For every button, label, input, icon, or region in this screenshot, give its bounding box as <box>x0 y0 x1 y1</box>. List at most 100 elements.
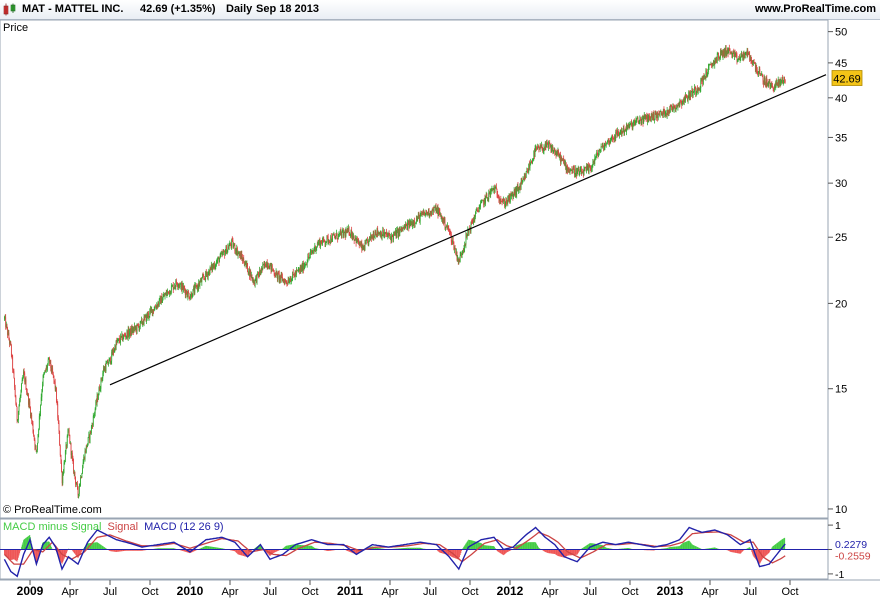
candle-body <box>326 236 328 242</box>
candle-body <box>474 216 476 221</box>
candle-body <box>583 169 585 176</box>
candle-body <box>55 387 57 389</box>
candle-body <box>245 261 247 265</box>
candle-body <box>94 408 96 414</box>
candle-body <box>106 360 108 364</box>
candle-body <box>348 227 349 231</box>
candle-body <box>61 471 63 484</box>
candle-body <box>256 276 257 283</box>
candle-body <box>12 356 14 370</box>
candle-body <box>268 265 269 269</box>
trendline[interactable] <box>109 74 827 386</box>
candle-body <box>539 149 540 150</box>
candle-body <box>612 134 613 139</box>
x-tick-label: Apr <box>221 586 238 598</box>
candle-body <box>708 64 710 67</box>
candle-body <box>553 149 555 151</box>
candle-body <box>617 130 619 135</box>
candle-body <box>364 242 366 251</box>
candle-body <box>389 236 391 238</box>
candle-body <box>393 234 394 240</box>
candle-body <box>604 144 606 147</box>
candle-body <box>209 267 211 275</box>
candle-body <box>453 241 455 250</box>
candle-body <box>629 123 631 124</box>
candle-body <box>221 252 222 254</box>
candle-body <box>637 117 639 122</box>
candle-body <box>112 349 114 355</box>
candle-body <box>186 294 188 297</box>
candle-body <box>226 249 228 254</box>
candle-body <box>570 169 572 171</box>
candle-body <box>189 296 191 300</box>
candle-body <box>483 198 485 205</box>
candle-body <box>680 102 682 104</box>
candle-body <box>601 143 603 148</box>
candle-body <box>311 252 313 254</box>
candle-body <box>488 192 490 200</box>
candle-body <box>460 253 462 256</box>
candle-body <box>559 154 561 158</box>
candle-body <box>694 87 696 89</box>
candle-body <box>636 119 638 120</box>
candle-body <box>506 202 508 204</box>
candle-body <box>339 232 340 234</box>
candle-body <box>259 270 260 277</box>
candle-body <box>394 232 396 235</box>
candle-body <box>327 236 329 243</box>
candle-body <box>332 234 334 236</box>
candle-body <box>76 483 78 485</box>
candle-body <box>516 185 518 188</box>
candle-body <box>768 81 770 83</box>
candle-body <box>15 396 17 405</box>
candle-body <box>249 268 250 277</box>
candle-body <box>523 179 525 180</box>
candle-body <box>286 282 288 284</box>
candle-body <box>59 445 61 455</box>
candle-body <box>423 211 425 214</box>
x-tick-label: Jul <box>743 586 757 598</box>
brand-link[interactable]: www.ProRealTime.com <box>754 3 876 15</box>
candle-body <box>677 105 679 108</box>
candle-body <box>664 114 666 116</box>
candle-body <box>535 147 537 149</box>
candle-body <box>407 222 408 230</box>
candle-body <box>320 240 321 247</box>
candle-body <box>41 391 43 398</box>
candle-body <box>87 437 89 444</box>
candle-body <box>542 149 544 152</box>
candle-body <box>605 144 606 147</box>
candle-body <box>760 74 761 76</box>
candle-body <box>209 270 210 275</box>
candle-body <box>33 431 35 436</box>
candle-body <box>148 313 149 318</box>
x-tick-label: Apr <box>381 586 398 598</box>
candle-body <box>237 252 239 256</box>
candle-body <box>695 88 697 94</box>
candle-body <box>296 270 297 275</box>
candle-body <box>753 60 755 63</box>
candle-body <box>391 234 393 237</box>
candle-body <box>624 130 625 133</box>
candle-body <box>714 61 716 62</box>
candle-body <box>355 237 356 240</box>
candle-body <box>586 166 588 169</box>
candle-body <box>754 63 756 71</box>
candle-body <box>336 233 338 239</box>
candle-body <box>136 324 138 332</box>
candle-body <box>690 93 692 97</box>
candle-body <box>530 161 532 163</box>
candle-body <box>382 230 384 236</box>
candle-body <box>678 102 679 106</box>
candle-body <box>498 198 500 200</box>
candle-body <box>611 134 613 139</box>
candle-body <box>96 395 98 403</box>
candle-body <box>64 462 66 463</box>
candle-body <box>493 187 495 189</box>
candle-body <box>761 74 763 77</box>
candle-body <box>415 217 417 223</box>
candle-body <box>689 93 691 99</box>
candle-body <box>455 251 457 255</box>
candle-body <box>464 244 466 249</box>
candle-body <box>676 104 678 109</box>
